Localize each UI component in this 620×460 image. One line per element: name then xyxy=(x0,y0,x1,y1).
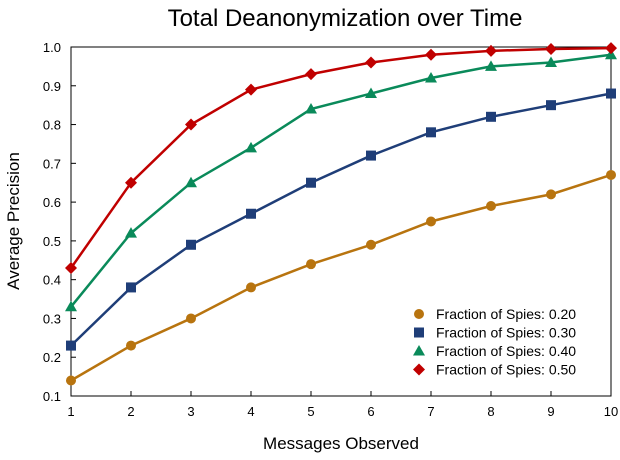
x-tick-label: 2 xyxy=(127,404,134,419)
data-point xyxy=(65,262,77,275)
data-point xyxy=(425,48,437,61)
y-tick-label: 0.5 xyxy=(43,234,61,249)
legend-marker xyxy=(413,345,425,356)
y-tick-label: 0.3 xyxy=(43,311,61,326)
legend-marker xyxy=(414,309,424,319)
y-tick-label: 1.0 xyxy=(43,40,61,55)
plot-area-frame xyxy=(70,46,612,397)
data-point xyxy=(245,141,257,153)
x-axis-label: Messages Observed xyxy=(263,434,419,453)
data-point xyxy=(545,42,557,55)
legend-marker xyxy=(413,363,425,376)
data-point xyxy=(65,300,77,312)
data-point xyxy=(185,176,197,188)
x-tick-label: 8 xyxy=(487,404,494,419)
data-point xyxy=(485,60,497,71)
data-point xyxy=(125,176,137,189)
data-point xyxy=(186,313,196,324)
y-tick-label: 0.6 xyxy=(43,195,61,210)
data-point xyxy=(245,83,257,96)
data-point xyxy=(606,169,616,180)
data-point xyxy=(305,103,317,114)
series-4 xyxy=(65,42,617,275)
x-tick-label: 7 xyxy=(427,404,434,419)
series-3 xyxy=(65,48,617,312)
legend-label: Fraction of Spies: 0.40 xyxy=(436,343,576,359)
data-point xyxy=(486,200,496,211)
legend: Fraction of Spies: 0.20 Fraction of Spies… xyxy=(413,306,576,378)
data-point xyxy=(545,56,557,68)
data-point xyxy=(305,68,317,81)
legend-item: Fraction of Spies: 0.20 xyxy=(414,306,576,322)
x-tick-label: 5 xyxy=(307,404,314,419)
y-tick-label: 0.2 xyxy=(43,350,61,365)
data-point xyxy=(366,150,376,161)
data-point xyxy=(126,340,136,351)
x-tick-label: 3 xyxy=(187,404,194,419)
data-point xyxy=(605,42,617,55)
data-point xyxy=(246,282,256,293)
series-1 xyxy=(66,169,616,386)
series-line xyxy=(70,92,612,347)
data-point xyxy=(365,56,377,69)
y-tick-label: 0.4 xyxy=(43,273,61,288)
data-point xyxy=(125,227,137,238)
series-line xyxy=(70,173,612,382)
y-tick-label: 0.8 xyxy=(43,118,61,133)
data-point xyxy=(606,88,616,99)
data-point xyxy=(426,127,436,138)
data-point xyxy=(546,189,556,200)
legend-label: Fraction of Spies: 0.20 xyxy=(436,306,576,322)
y-tick-label: 0.9 xyxy=(43,79,61,94)
x-tick-label: 10 xyxy=(604,404,618,419)
x-tick-label: 4 xyxy=(247,404,254,419)
legend-label: Fraction of Spies: 0.30 xyxy=(436,325,576,341)
legend-item: Fraction of Spies: 0.50 xyxy=(413,362,576,378)
data-point xyxy=(185,118,197,131)
data-point xyxy=(546,100,556,111)
legend-marker xyxy=(414,327,424,338)
data-point xyxy=(126,282,136,293)
data-point xyxy=(485,44,497,57)
series-line xyxy=(70,53,612,308)
y-tick-label: 0.7 xyxy=(43,156,61,171)
data-point xyxy=(486,111,496,122)
series-2 xyxy=(66,88,616,351)
data-point xyxy=(246,208,256,219)
data-point xyxy=(186,239,196,250)
x-tick-label: 6 xyxy=(367,404,374,419)
legend-label: Fraction of Spies: 0.50 xyxy=(436,362,576,378)
data-point xyxy=(306,259,316,270)
data-point xyxy=(425,72,437,83)
legend-item: Fraction of Spies: 0.40 xyxy=(413,343,576,359)
y-axis-label: Average Precision xyxy=(4,152,23,290)
data-point xyxy=(66,375,76,386)
data-point xyxy=(426,216,436,227)
data-point xyxy=(366,239,376,250)
data-point xyxy=(365,87,377,99)
x-tick-label: 9 xyxy=(547,404,554,419)
chart-title: Total Deanonymization over Time xyxy=(168,5,523,32)
legend-item: Fraction of Spies: 0.30 xyxy=(414,325,576,341)
x-tick-label: 1 xyxy=(67,404,74,419)
data-point xyxy=(66,340,76,351)
y-tick-label: 0.1 xyxy=(43,389,61,404)
series-line xyxy=(69,46,612,269)
data-point xyxy=(306,177,316,188)
